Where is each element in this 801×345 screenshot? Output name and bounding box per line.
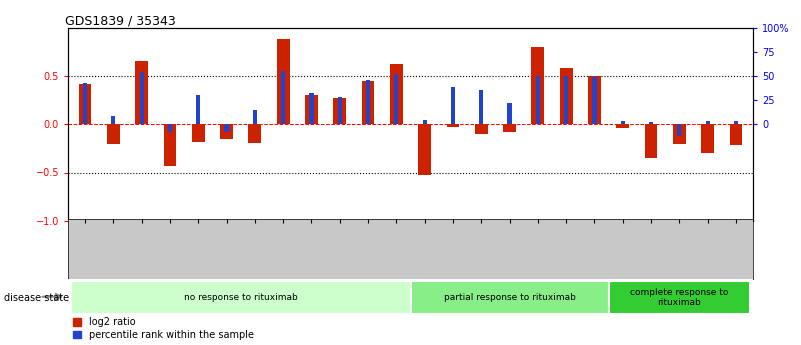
Bar <box>366 80 370 124</box>
Bar <box>447 124 459 127</box>
Bar <box>503 124 516 132</box>
Bar <box>224 124 229 132</box>
Bar <box>564 76 568 124</box>
Bar <box>479 90 483 124</box>
Bar <box>532 47 544 124</box>
Bar <box>621 121 625 124</box>
Bar <box>560 68 573 124</box>
Bar <box>649 122 653 124</box>
Bar <box>410 281 609 314</box>
Bar <box>107 124 119 144</box>
Bar <box>418 124 431 175</box>
Bar <box>588 76 601 124</box>
Bar <box>673 124 686 144</box>
Bar <box>220 124 233 139</box>
Bar <box>71 281 410 314</box>
Bar <box>305 95 318 124</box>
Bar <box>78 83 91 124</box>
Bar <box>338 97 342 124</box>
Bar <box>508 103 512 124</box>
Bar <box>536 76 540 124</box>
Bar <box>706 121 710 124</box>
Bar <box>390 64 403 124</box>
Text: GDS1839 / 35343: GDS1839 / 35343 <box>65 14 175 28</box>
Bar <box>196 95 200 124</box>
Bar <box>135 61 148 124</box>
Bar <box>362 81 374 124</box>
Bar <box>253 110 257 124</box>
Bar <box>248 124 261 142</box>
Bar <box>592 77 597 124</box>
Bar <box>702 124 714 153</box>
Bar <box>111 116 115 124</box>
Bar <box>168 124 172 132</box>
Bar <box>475 124 488 134</box>
Text: partial response to rituximab: partial response to rituximab <box>444 293 575 302</box>
Text: no response to rituximab: no response to rituximab <box>184 293 298 302</box>
Bar <box>645 124 658 158</box>
Bar <box>192 124 204 141</box>
Bar <box>309 93 313 124</box>
Bar <box>333 98 346 124</box>
Text: complete response to
rituximab: complete response to rituximab <box>630 288 729 307</box>
Bar <box>83 83 87 124</box>
Text: disease state: disease state <box>4 294 69 303</box>
Legend: log2 ratio, percentile rank within the sample: log2 ratio, percentile rank within the s… <box>73 317 253 340</box>
Bar <box>730 124 743 146</box>
Bar <box>609 281 750 314</box>
Bar <box>281 71 285 124</box>
Bar <box>677 124 682 136</box>
Bar <box>617 124 629 128</box>
Bar <box>163 124 176 166</box>
Bar <box>139 72 144 124</box>
Bar <box>734 121 738 124</box>
Bar <box>277 39 289 124</box>
Bar <box>423 120 427 124</box>
Bar <box>394 74 398 124</box>
Bar <box>451 88 455 124</box>
